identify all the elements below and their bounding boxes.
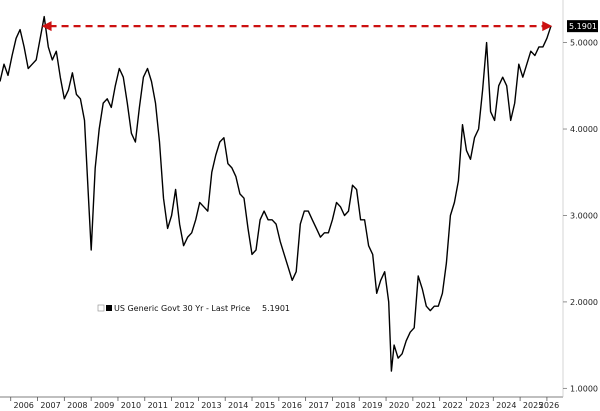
x-tick-label: 2008	[67, 401, 87, 410]
x-tick-label: 2018	[335, 401, 355, 410]
series-line-30yr-yield	[0, 15, 552, 372]
x-tick-label: 2024	[496, 401, 516, 410]
y-tick-label: 3.0000	[570, 211, 598, 220]
x-tick-label: 2020	[389, 401, 409, 410]
y-tick-label: 5.0000	[570, 39, 598, 48]
x-tick-label: 2007	[40, 401, 60, 410]
x-tick-label: 2014	[228, 401, 248, 410]
last-price-tag-label: 5.1901	[569, 22, 597, 31]
x-axis-ticks: 2006 2007 2008 2009 2010 2011 2012 2013 2014 2015…	[10, 397, 559, 410]
x-tick-label: 2009	[94, 401, 114, 410]
y-tick-label: 2.0000	[570, 298, 598, 307]
reference-arrow-layer	[41, 21, 553, 32]
arrowhead-right-icon	[542, 21, 553, 32]
x-tick-label: 2021	[416, 401, 436, 410]
x-tick-label: 2019	[362, 401, 382, 410]
x-tick-label: 2016	[282, 401, 302, 410]
x-tick-label: 2015	[255, 401, 275, 410]
x-tick-label: 2026	[539, 401, 559, 410]
x-tick-label: 2010	[121, 401, 141, 410]
last-price-tag-background	[567, 20, 598, 33]
x-tick-label: 2013	[201, 401, 221, 410]
arrowhead-left-icon	[41, 21, 52, 32]
y-axis-ticks: 1.0000 2.0000 3.0000 4.0000 5.0000	[563, 39, 598, 393]
series-layer	[0, 15, 552, 372]
x-tick-label: 2022	[442, 401, 462, 410]
legend-last-price: 5.1901	[262, 304, 290, 313]
y-tick-label: 4.0000	[570, 125, 598, 134]
x-tick-label: 2023	[469, 401, 489, 410]
x-tick-label: 2011	[148, 401, 168, 410]
legend-swatch	[106, 305, 112, 311]
x-tick-label: 2012	[174, 401, 194, 410]
x-tick-label: 2017	[308, 401, 328, 410]
legend: US Generic Govt 30 Yr - Last Price 5.190…	[97, 304, 290, 313]
legend-series-name: US Generic Govt 30 Yr - Last Price	[114, 304, 250, 313]
y-tick-label: 1.0000	[570, 384, 598, 393]
x-tick-label: 2025	[523, 401, 543, 410]
last-price-tag: 5.1901	[567, 20, 598, 33]
legend-box-icon	[97, 304, 105, 312]
x-tick-label: 2006	[14, 401, 34, 410]
